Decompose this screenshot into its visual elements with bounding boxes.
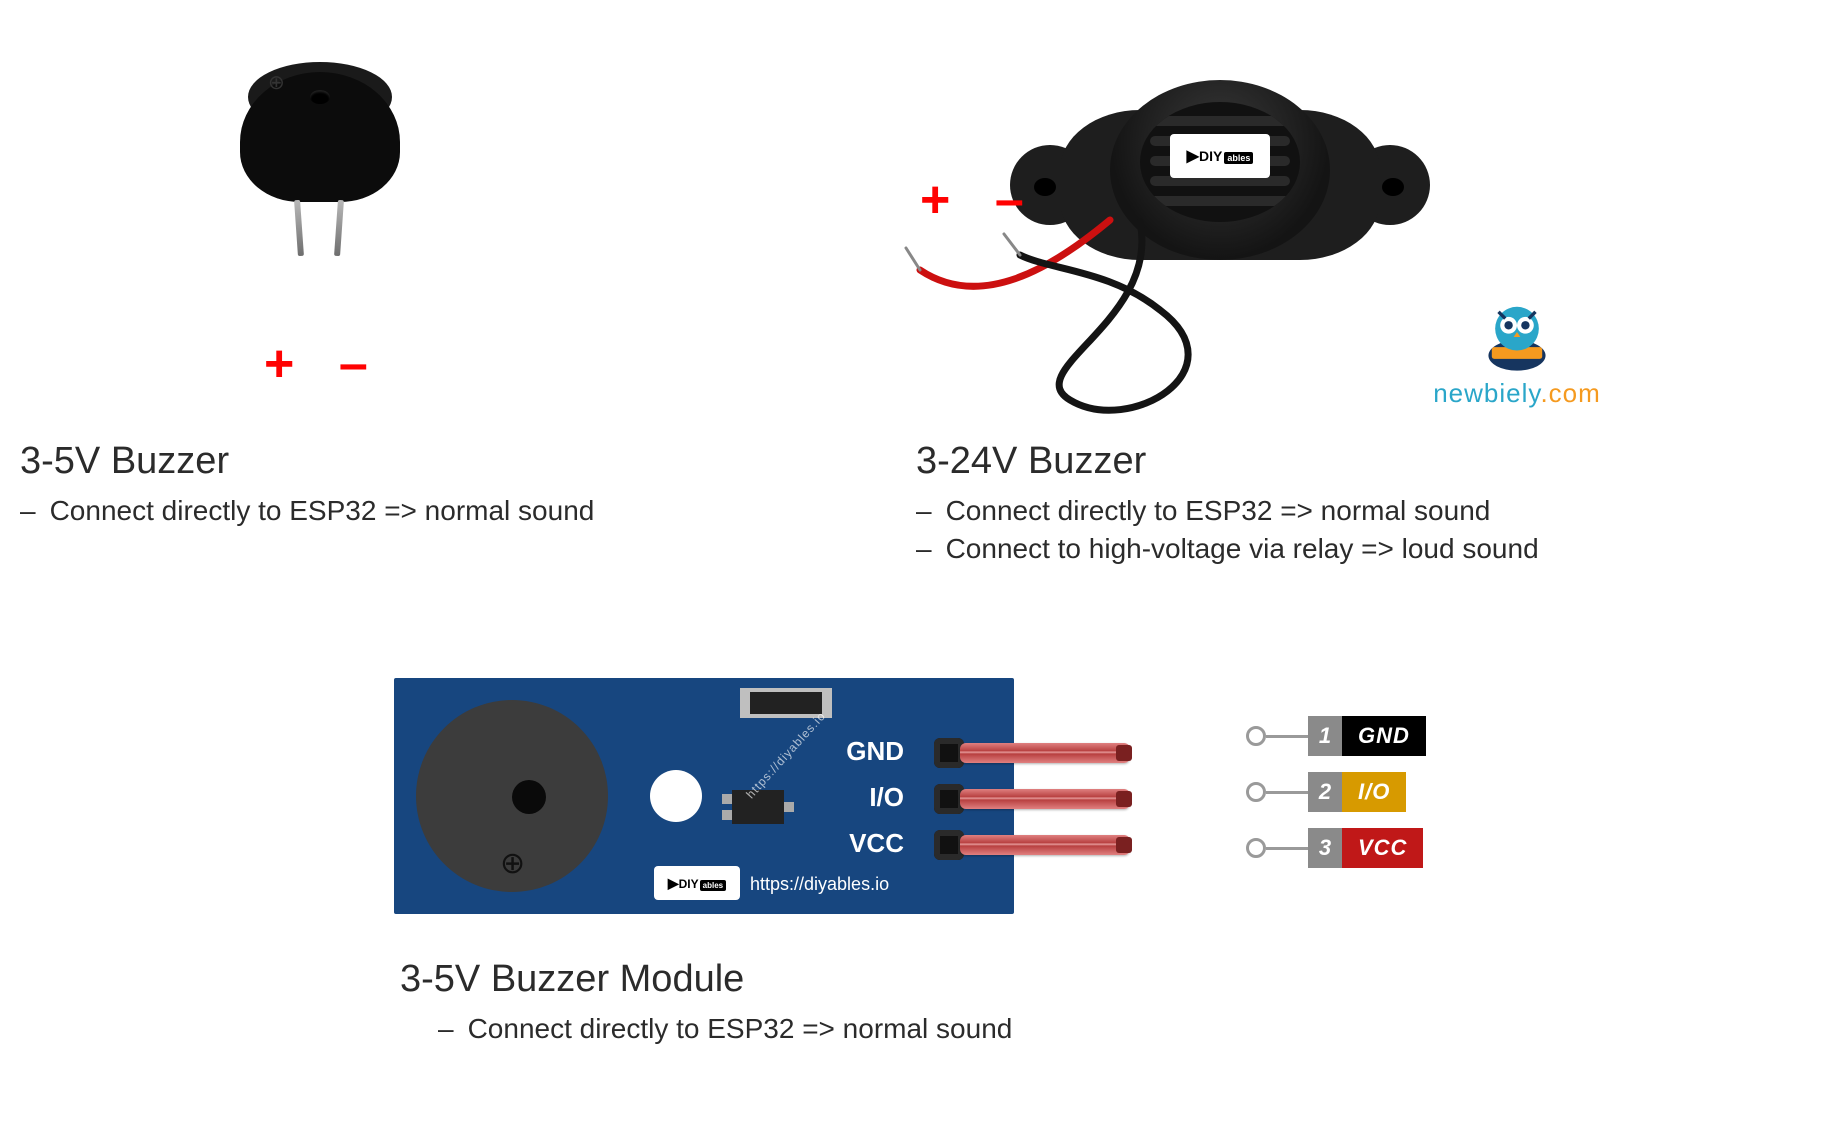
small-buzzer-graphic: ⊕ [190,62,450,322]
watermark-text-a: newbiely [1433,378,1540,408]
big-buzzer-polarity: + – [920,170,1028,230]
module-mount-hole [650,770,702,822]
module-lead-vcc [960,835,1130,855]
legend-line-icon [1266,791,1308,794]
legend-circle-icon [1246,838,1266,858]
legend-tag-gnd: GND [1342,716,1426,756]
legend-line-icon [1266,735,1308,738]
legend-row-gnd: 1 GND [1246,715,1536,757]
legend-row-vcc: 3 VCC [1246,827,1536,869]
legend-tag-io: I/O [1342,772,1406,812]
legend-circle-icon [1246,782,1266,802]
module-lead-io [960,789,1130,809]
bullet-text: Connect directly to ESP32 => normal soun… [468,1010,1013,1048]
bullet-dash: – [916,530,932,568]
big-buzzer-brand-label: ▶DIYables [1170,134,1270,178]
module-lead-gnd [960,743,1130,763]
bullet-text: Connect to high-voltage via relay => lou… [946,530,1539,568]
site-watermark: newbiely.com [1402,290,1632,409]
small-buzzer-bullets: – Connect directly to ESP32 => normal so… [20,492,780,530]
legend-number: 3 [1308,828,1342,868]
big-buzzer-bullets: – Connect directly to ESP32 => normal so… [916,492,1796,568]
buzzer-module-board: ⊕ https://diyables.io GND I/O VCC ▶DIYab… [394,678,1014,914]
small-buzzer-pin-right [334,200,344,256]
brand-text: ▶DIYables [668,875,726,892]
module-buzzer-hole [512,780,546,814]
polarity-minus: – [995,171,1028,229]
module-bullets: – Connect directly to ESP32 => normal so… [438,1010,1198,1048]
legend-row-io: 2 I/O [1246,771,1536,813]
polarity-minus: – [339,335,372,393]
big-buzzer-mount-hole-right [1382,178,1404,196]
legend-number: 1 [1308,716,1342,756]
small-buzzer-plus-mark: ⊕ [268,70,285,95]
owl-logo-icon [1475,290,1559,374]
polarity-plus: + [264,335,298,393]
list-item: – Connect to high-voltage via relay => l… [916,530,1796,568]
legend-line-icon [1266,847,1308,850]
watermark-text-b: .com [1540,378,1600,408]
list-item: – Connect directly to ESP32 => normal so… [916,492,1796,530]
pinout-legend: 1 GND 2 I/O 3 VCC [1246,715,1536,883]
legend-tag-vcc: VCC [1342,828,1423,868]
bullet-dash: – [916,492,932,530]
small-buzzer-pin-left [294,200,304,256]
polarity-plus: + [920,171,954,229]
module-buzzer-plus-mark: ⊕ [500,846,525,881]
list-item: – Connect directly to ESP32 => normal so… [20,492,780,530]
legend-circle-icon [1246,726,1266,746]
bullet-dash: – [20,492,36,530]
small-buzzer-polarity: + – [264,334,372,394]
module-buzzer-icon: ⊕ [416,700,608,892]
big-buzzer-mount-hole-left [1034,178,1056,196]
bullet-text: Connect directly to ESP32 => normal soun… [946,492,1491,530]
brand-text: ▶DIYables [1187,146,1254,166]
watermark-text: newbiely.com [1402,378,1632,409]
module-pin-label-vcc: VCC [814,828,904,859]
bullet-text: Connect directly to ESP32 => normal soun… [50,492,595,530]
legend-number: 2 [1308,772,1342,812]
module-pin-label-io: I/O [814,782,904,813]
module-title: 3-5V Buzzer Module [400,958,744,1001]
module-url: https://diyables.io [750,874,889,895]
module-pin-label-gnd: GND [814,736,904,767]
small-buzzer-hole [310,90,330,104]
small-buzzer-title: 3-5V Buzzer [20,440,229,483]
list-item: – Connect directly to ESP32 => normal so… [438,1010,1198,1048]
big-buzzer-title: 3-24V Buzzer [916,440,1146,483]
big-buzzer-wires [900,200,1440,460]
module-brand-label: ▶DIYables [654,866,740,900]
bullet-dash: – [438,1010,454,1048]
